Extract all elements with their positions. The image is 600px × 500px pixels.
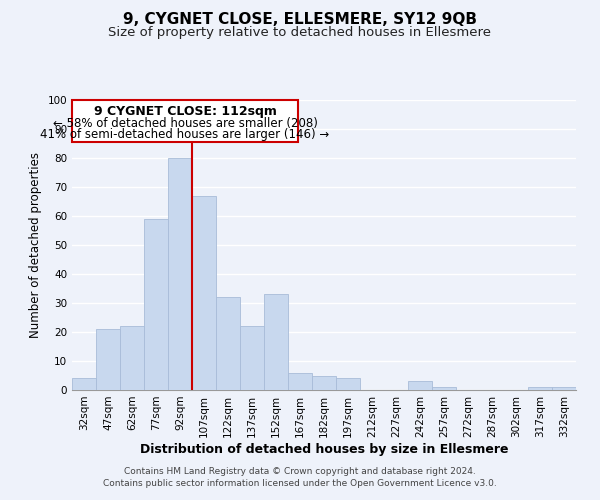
Text: Contains public sector information licensed under the Open Government Licence v3: Contains public sector information licen… (103, 478, 497, 488)
Text: 9 CYGNET CLOSE: 112sqm: 9 CYGNET CLOSE: 112sqm (94, 105, 277, 118)
Bar (192, 196, 216, 390)
Text: Contains HM Land Registry data © Crown copyright and database right 2024.: Contains HM Land Registry data © Crown c… (124, 467, 476, 476)
Text: ← 58% of detached houses are smaller (208): ← 58% of detached houses are smaller (20… (53, 118, 317, 130)
Bar (264, 294, 288, 390)
Text: 41% of semi-detached houses are larger (146) →: 41% of semi-detached houses are larger (… (40, 128, 329, 141)
Bar (96, 329, 120, 390)
Bar (240, 326, 264, 390)
Bar (408, 382, 432, 390)
Text: Distribution of detached houses by size in Ellesmere: Distribution of detached houses by size … (140, 442, 508, 456)
Bar (288, 372, 312, 390)
Bar (72, 378, 96, 390)
Text: Size of property relative to detached houses in Ellesmere: Size of property relative to detached ho… (109, 26, 491, 39)
Bar (73, 100, 298, 142)
Bar (120, 326, 144, 390)
Bar (552, 387, 576, 390)
Bar (144, 219, 168, 390)
Bar (168, 158, 192, 390)
Text: 9, CYGNET CLOSE, ELLESMERE, SY12 9QB: 9, CYGNET CLOSE, ELLESMERE, SY12 9QB (123, 12, 477, 28)
Bar (312, 376, 336, 390)
Bar (336, 378, 360, 390)
Bar (528, 387, 552, 390)
Y-axis label: Number of detached properties: Number of detached properties (29, 152, 42, 338)
Bar (216, 297, 240, 390)
Bar (432, 387, 456, 390)
